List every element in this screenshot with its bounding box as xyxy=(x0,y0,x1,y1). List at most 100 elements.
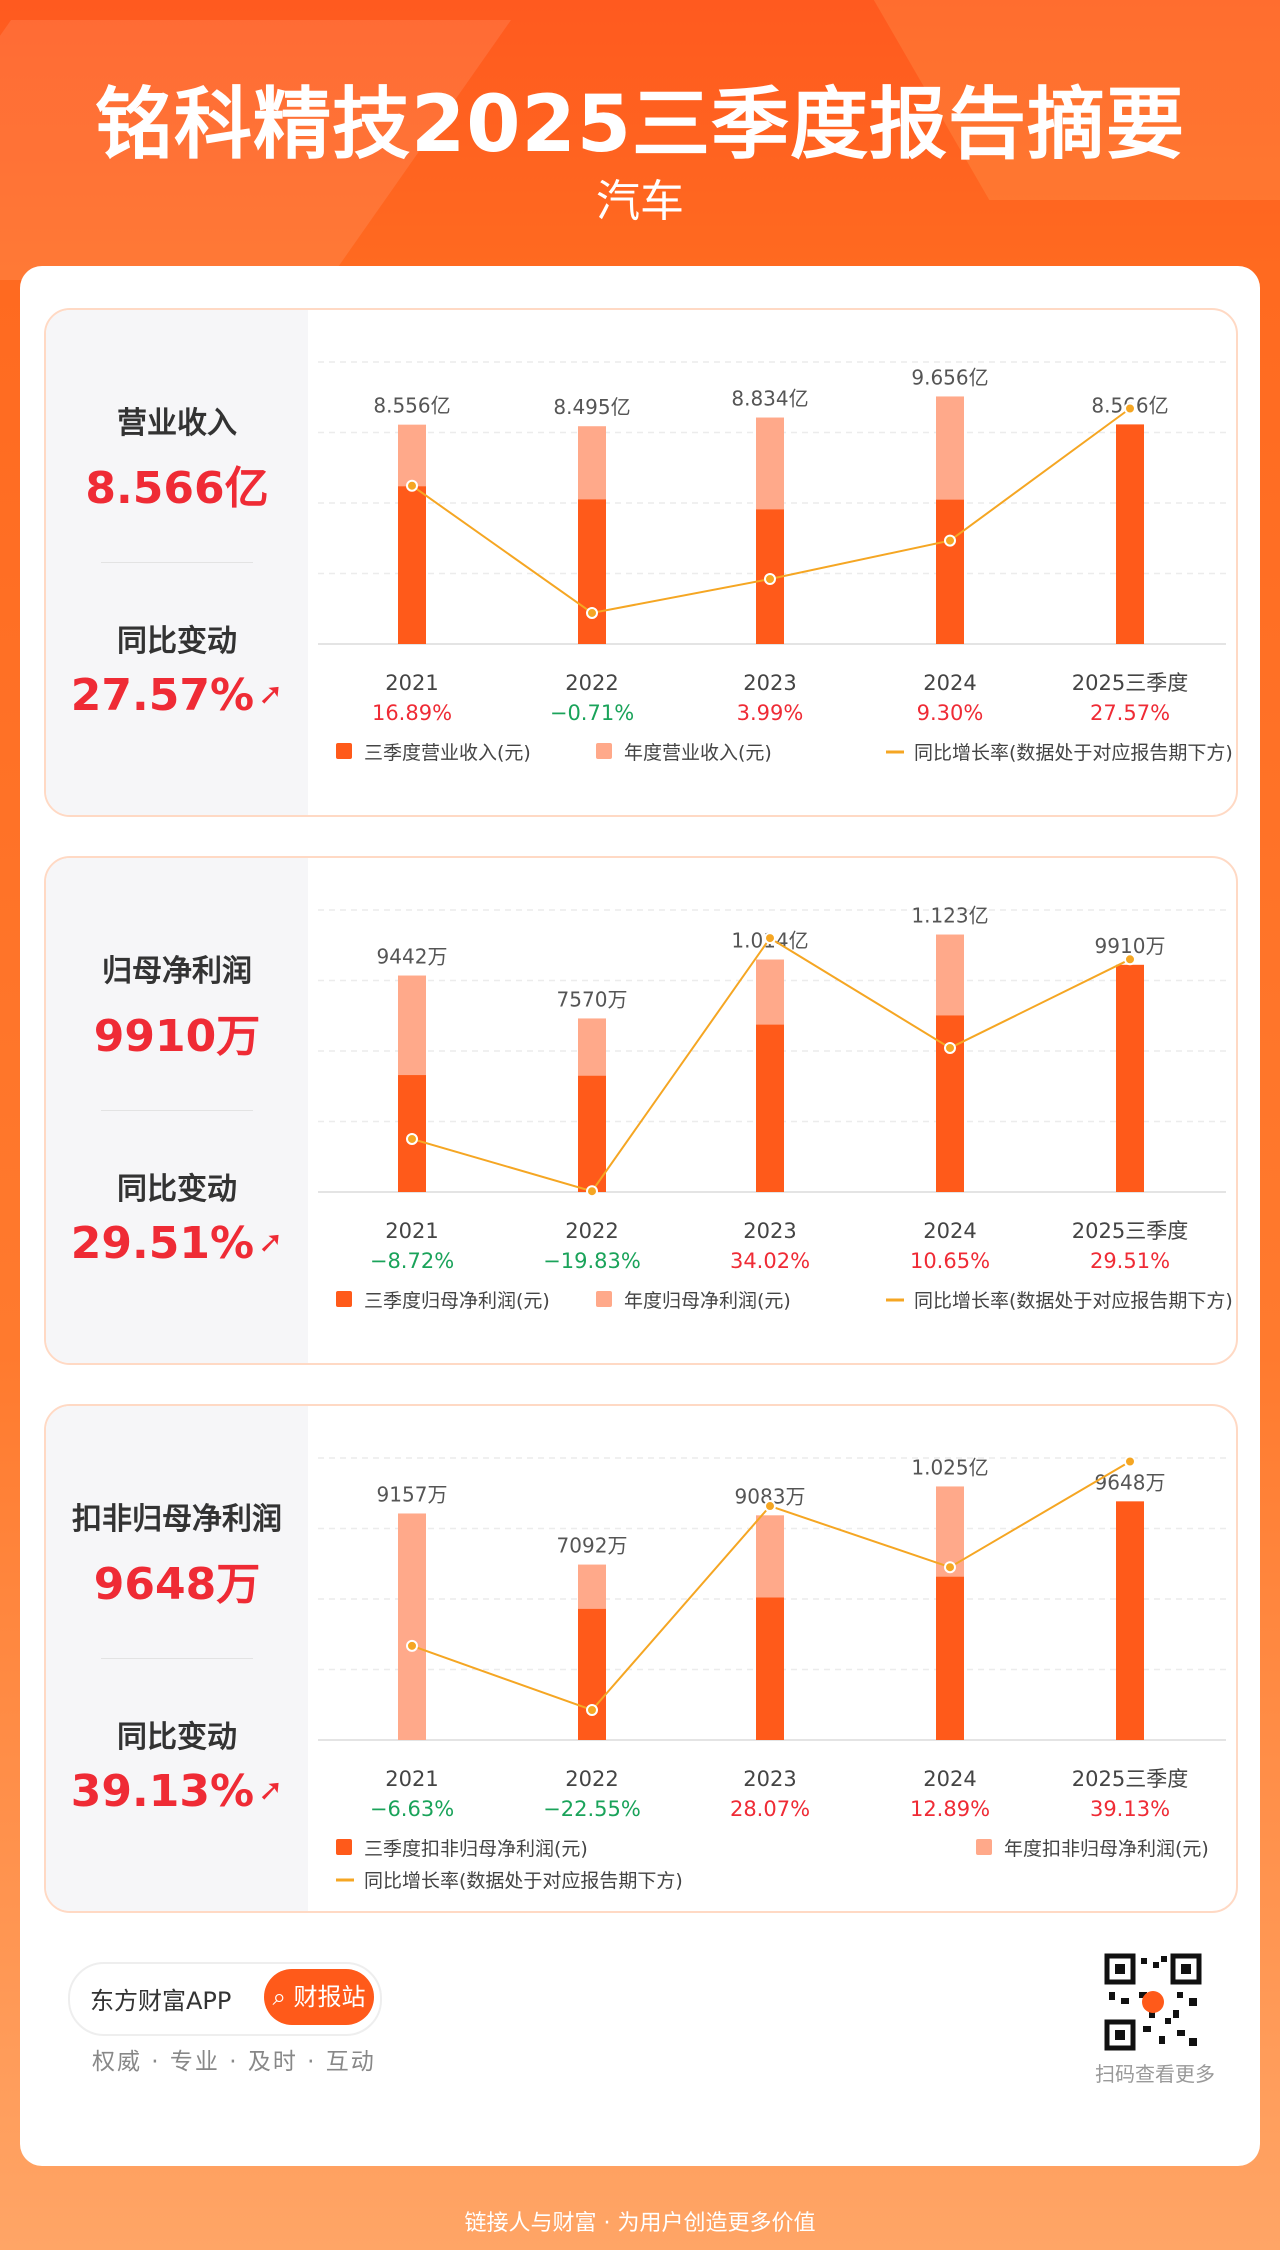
metric-value: 9648万 xyxy=(93,1559,261,1610)
divider xyxy=(101,1658,253,1659)
legend-label: 年度营业收入(元) xyxy=(624,742,772,764)
growth-rate-label: −6.63% xyxy=(370,1797,454,1821)
arrow-up-icon: ➚ xyxy=(258,1773,284,1808)
legend-label: 同比增长率(数据处于对应报告期下方) xyxy=(914,1290,1233,1312)
growth-rate-label: 34.02% xyxy=(730,1249,810,1273)
legend-label: 三季度营业收入(元) xyxy=(364,742,531,764)
growth-point xyxy=(944,1041,956,1054)
growth-rate-label: 16.89% xyxy=(372,701,452,725)
x-tick-label: 2025三季度 xyxy=(1072,1219,1188,1243)
growth-rate-label: 29.51% xyxy=(1090,1249,1170,1273)
legend-swatch xyxy=(336,743,352,759)
app-name: 东方财富APP xyxy=(90,1987,232,2015)
legend-label: 年度扣非归母净利润(元) xyxy=(1004,1838,1209,1860)
page-subtitle: 汽车 xyxy=(596,176,684,227)
legend-swatch xyxy=(596,1291,612,1307)
growth-rate-label: −19.83% xyxy=(543,1249,641,1273)
q3-bar xyxy=(1116,964,1144,1192)
growth-point xyxy=(586,606,598,619)
growth-rate-label: 12.89% xyxy=(910,1797,990,1821)
net-profit-panel: 归母净利润 9910万 同比变动 29.51% ➚ 9442万 2021 −8.72%… xyxy=(44,856,1238,1365)
bar-value-label: 1.123亿 xyxy=(911,904,988,928)
bar-value-label: 8.834亿 xyxy=(731,387,808,411)
q3-bar xyxy=(756,1024,784,1192)
growth-point xyxy=(406,479,418,492)
growth-rate-label: −8.72% xyxy=(370,1249,454,1273)
net-profit-chart: 9442万2021−8.72%7570万2022−19.83%1.014亿202… xyxy=(308,858,1236,1363)
bar-value-label: 7570万 xyxy=(557,987,628,1011)
metric-column: 归母净利润 9910万 同比变动 29.51% ➚ xyxy=(46,858,308,1363)
deducted-profit-chart: 9157万 2021 −6.63% 7092万 2022 −22.55% 9083万 2023… xyxy=(308,1406,1236,1911)
bar-value-label: 8.556亿 xyxy=(373,394,450,418)
divider xyxy=(101,1110,253,1111)
legend-swatch xyxy=(596,743,612,759)
growth-rate-label: 3.99% xyxy=(737,701,804,725)
growth-point xyxy=(406,1132,418,1145)
page-title: 铭科精技2025三季度报告摘要 xyxy=(94,80,1186,170)
growth-point xyxy=(944,534,956,547)
change-label: 同比变动 xyxy=(117,624,237,659)
legend-label: 同比增长率(数据处于对应报告期下方) xyxy=(364,1870,683,1892)
growth-point xyxy=(764,572,776,585)
growth-point xyxy=(1124,953,1136,966)
annual-bar xyxy=(398,1513,426,1740)
growth-point xyxy=(944,1561,956,1574)
legend-swatch xyxy=(336,1839,352,1855)
x-tick-label: 2022 xyxy=(565,1219,618,1243)
metric-value: 8.566亿 xyxy=(85,463,269,514)
x-tick-label: 2025三季度 xyxy=(1072,1767,1188,1791)
x-tick-label: 2022 xyxy=(565,671,618,695)
bottom-tagline: 链接人与财富 · 为用户创造更多价值 xyxy=(464,2211,816,2236)
x-tick-label: 2024 xyxy=(923,1767,976,1791)
x-tick-label: 2021 xyxy=(385,1219,438,1243)
change-label: 同比变动 xyxy=(117,1720,237,1755)
bar-value-label: 9157万 xyxy=(377,1482,448,1506)
growth-point xyxy=(764,1500,776,1513)
change-value: 29.51% ➚ xyxy=(70,1218,284,1269)
qr-code-icon[interactable] xyxy=(1103,1952,1203,2052)
chart-svg: 9442万2021−8.72%7570万2022−19.83%1.014亿202… xyxy=(318,904,1233,1312)
bar-value-label: 9442万 xyxy=(377,945,448,969)
q3-bar xyxy=(578,499,606,644)
bar-value-label: 9.656亿 xyxy=(911,365,988,389)
revenue-panel: 营业收入 8.566亿 同比变动 27.57% ➚ 8.556亿 2021 16.89… xyxy=(44,308,1238,817)
slogan: 权威 · 专业 · 及时 · 互动 xyxy=(92,2049,376,2075)
bar-value-label: 7092万 xyxy=(557,1534,628,1558)
q3-bar xyxy=(756,1597,784,1740)
metric-value: 9910万 xyxy=(93,1011,261,1062)
q3-bar xyxy=(1116,1501,1144,1740)
growth-rate-label: 27.57% xyxy=(1090,701,1170,725)
x-tick-label: 2022 xyxy=(565,1767,618,1791)
x-tick-label: 2023 xyxy=(743,1767,796,1791)
legend-label: 年度归母净利润(元) xyxy=(624,1290,791,1312)
search-icon: ⌕ xyxy=(272,1983,294,2011)
bar-value-label: 9648万 xyxy=(1095,1470,1166,1494)
divider xyxy=(101,562,253,563)
revenue-chart: 8.556亿 2021 16.89% 8.495亿 2022 −0.71% 8.834亿 20… xyxy=(308,310,1236,815)
app-badge[interactable]: 东方财富APP ⌕ 财报站 xyxy=(68,1962,382,2036)
metric-column: 扣非归母净利润 9648万 同比变动 39.13% ➚ xyxy=(46,1406,308,1911)
q3-bar xyxy=(578,1075,606,1192)
growth-rate-label: 10.65% xyxy=(910,1249,990,1273)
x-tick-label: 2024 xyxy=(923,1219,976,1243)
growth-point xyxy=(586,1185,598,1198)
q3-bar xyxy=(1116,424,1144,644)
growth-point xyxy=(586,1703,598,1716)
change-value: 39.13% ➚ xyxy=(70,1766,284,1817)
q3-bar xyxy=(398,486,426,644)
change-label: 同比变动 xyxy=(117,1172,237,1207)
growth-point xyxy=(1124,1455,1136,1468)
metric-label: 归母净利润 xyxy=(102,954,252,989)
bar-value-label: 8.495亿 xyxy=(553,395,630,419)
growth-point xyxy=(1124,402,1136,415)
growth-rate-label: −0.71% xyxy=(550,701,634,725)
growth-rate-label: 9.30% xyxy=(917,701,984,725)
deducted-profit-panel: 扣非归母净利润 9648万 同比变动 39.13% ➚ 9157万 2021 −6.6… xyxy=(44,1404,1238,1913)
chart-svg: 9157万2021−6.63%7092万2022−22.55%9083万2023… xyxy=(318,1455,1226,1892)
report-station-button[interactable]: ⌕ 财报站 xyxy=(264,1969,374,2025)
x-tick-label: 2021 xyxy=(385,1767,438,1791)
x-tick-label: 2024 xyxy=(923,671,976,695)
metric-label: 扣非归母净利润 xyxy=(72,1502,282,1537)
arrow-up-icon: ➚ xyxy=(258,677,284,712)
legend-label: 同比增长率(数据处于对应报告期下方) xyxy=(914,742,1233,764)
